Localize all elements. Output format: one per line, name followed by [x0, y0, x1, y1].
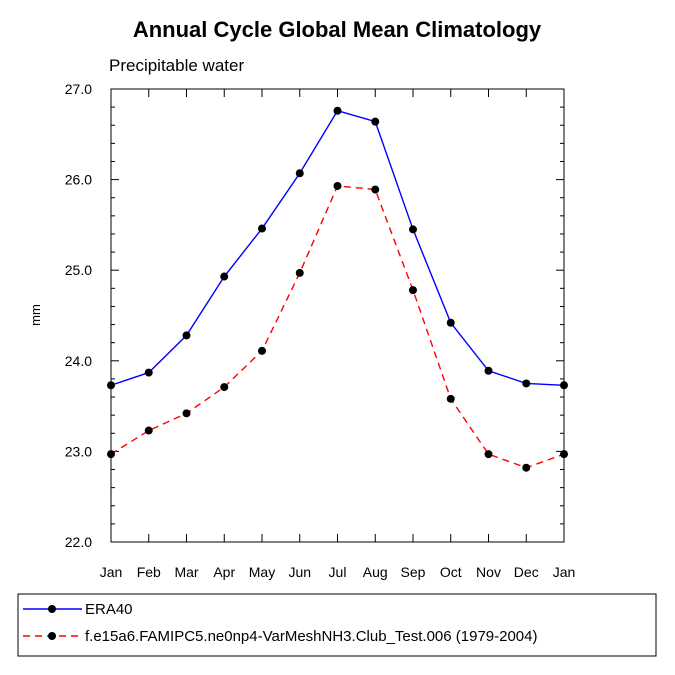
x-tick-label: Dec: [514, 564, 539, 580]
data-point: [295, 268, 304, 277]
x-tick-label: Jan: [100, 564, 123, 580]
data-point: [522, 379, 531, 388]
data-point: [446, 318, 455, 327]
data-point: [560, 450, 568, 459]
y-tick-label: 24.0: [65, 353, 92, 369]
x-tick-label: May: [249, 564, 275, 580]
data-point: [484, 366, 493, 375]
x-tick-label: Mar: [174, 564, 198, 580]
legend-item: ERA40: [23, 601, 133, 618]
data-point: [333, 106, 342, 115]
y-tick-label: 22.0: [65, 534, 92, 550]
data-point: [258, 346, 266, 355]
data-point: [371, 185, 380, 194]
y-tick-label: 27.0: [65, 81, 92, 97]
x-tick-label: Jan: [553, 564, 576, 580]
y-tick-label: 25.0: [65, 262, 92, 278]
legend-label: ERA40: [85, 601, 133, 618]
data-point: [258, 224, 266, 233]
data-point: [220, 383, 229, 392]
data-point: [409, 286, 417, 295]
data-point: [144, 368, 153, 377]
x-tick-label: Sep: [401, 564, 426, 580]
data-point: [371, 117, 380, 126]
data-point: [560, 381, 568, 390]
series-line: [110, 109, 565, 386]
data-point: [182, 331, 191, 340]
tick-labels: Jan Feb Mar Apr May Jun Jul Aug Sep Oct Nov Dec Jan 2…: [65, 81, 576, 580]
legend-marker: [48, 632, 56, 640]
data-point: [107, 450, 115, 459]
legend-label: f.e15a6.FAMIPC5.ne0np4-VarMeshNH3.Club_T…: [85, 628, 537, 645]
chart-title: Annual Cycle Global Mean Climatology: [133, 17, 542, 42]
x-tick-label: Feb: [137, 564, 161, 580]
y-axis-label: mm: [28, 304, 43, 326]
data-point: [409, 225, 417, 234]
data-point: [107, 381, 115, 390]
data-point: [295, 169, 304, 178]
data-point: [220, 272, 229, 281]
x-tick-label: Jun: [288, 564, 311, 580]
data-point: [484, 450, 493, 459]
series-layer: [107, 106, 568, 472]
data-point: [333, 181, 342, 190]
data-point: [182, 409, 191, 418]
plot-frame: [110, 88, 565, 543]
y-tick-label: 23.0: [65, 443, 92, 459]
legend-marker: [48, 605, 56, 613]
x-tick-label: Apr: [213, 564, 235, 580]
x-tick-label: Oct: [440, 564, 462, 580]
y-tick-label: 26.0: [65, 172, 92, 188]
legend: ERA40 f.e15a6.FAMIPC5.ne0np4-VarMeshNH3.C…: [23, 601, 537, 645]
series-2: [107, 181, 568, 472]
legend-box: [17, 593, 657, 657]
chart-subtitle: Precipitable water: [109, 56, 244, 75]
x-tick-label: Jul: [329, 564, 347, 580]
legend-item: f.e15a6.FAMIPC5.ne0np4-VarMeshNH3.Club_T…: [23, 628, 537, 645]
data-point: [446, 394, 455, 403]
x-tick-label: Aug: [363, 564, 388, 580]
data-point: [144, 426, 153, 435]
data-point: [522, 463, 531, 472]
series-1: [107, 106, 568, 390]
ticks: [110, 88, 565, 543]
series-line: [110, 185, 565, 469]
x-tick-label: Nov: [476, 564, 501, 580]
